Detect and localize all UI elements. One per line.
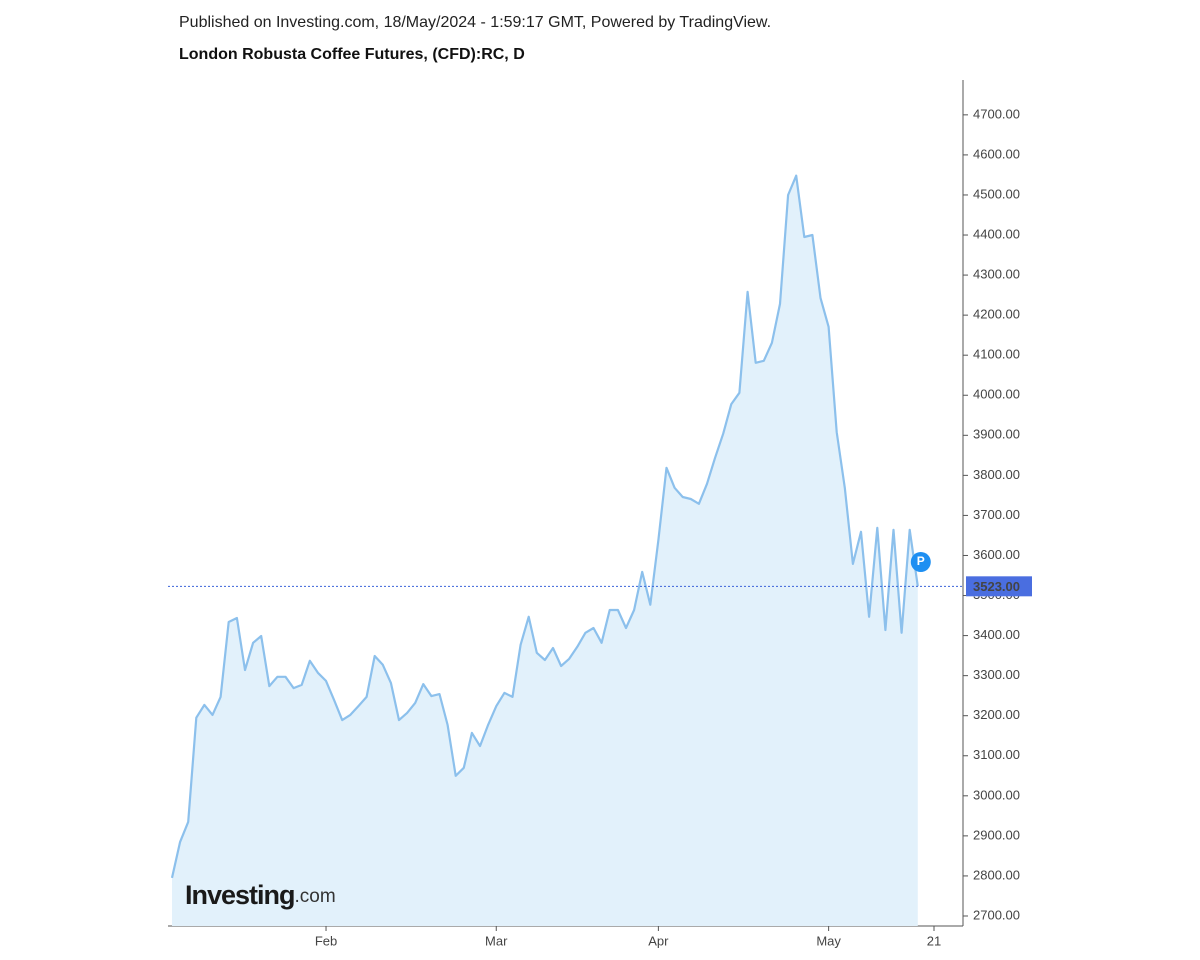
x-tick-label: Feb bbox=[315, 933, 337, 948]
y-tick-label: 4400.00 bbox=[973, 226, 1020, 241]
x-tick-label: Apr bbox=[648, 933, 669, 948]
y-tick-label: 4300.00 bbox=[973, 267, 1020, 282]
header: Published on Investing.com, 18/May/2024 … bbox=[179, 14, 771, 31]
y-tick-label: 2800.00 bbox=[973, 867, 1020, 882]
y-tick-label: 2700.00 bbox=[973, 907, 1020, 922]
y-tick-label: 3700.00 bbox=[973, 507, 1020, 522]
watermark: Investing.com bbox=[185, 880, 336, 910]
y-tick-label: 4100.00 bbox=[973, 347, 1020, 362]
y-tick-label: 3600.00 bbox=[973, 547, 1020, 562]
watermark-brand: Investing bbox=[185, 880, 295, 910]
last-price-box bbox=[966, 576, 1032, 597]
price-line bbox=[170, 174, 919, 879]
y-tick-label: 4700.00 bbox=[973, 106, 1020, 121]
y-tick-label: 4000.00 bbox=[973, 387, 1020, 402]
y-tick-label: 4200.00 bbox=[973, 307, 1020, 322]
last-price-label: 3523.00 bbox=[973, 579, 1020, 594]
x-tick-label: May bbox=[816, 933, 841, 948]
x-tick-label: Mar bbox=[485, 933, 508, 948]
watermark-suffix: .com bbox=[295, 886, 336, 907]
y-tick-label: 4500.00 bbox=[973, 186, 1020, 201]
y-tick-label: 3300.00 bbox=[973, 667, 1020, 682]
y-tick-label: 3100.00 bbox=[973, 747, 1020, 762]
y-tick-label: 4600.00 bbox=[973, 146, 1020, 161]
chart-title: London Robusta Coffee Futures, (CFD):RC,… bbox=[179, 46, 525, 63]
y-tick-label: 2900.00 bbox=[973, 827, 1020, 842]
marker-badge bbox=[910, 552, 931, 572]
y-tick-label: 3800.00 bbox=[973, 467, 1020, 482]
y-tick-label: 3000.00 bbox=[973, 787, 1020, 802]
area-fill bbox=[172, 175, 918, 926]
y-tick-label: 3200.00 bbox=[973, 707, 1020, 722]
y-tick-label: 3400.00 bbox=[973, 627, 1020, 642]
y-tick-label: 3900.00 bbox=[973, 427, 1020, 442]
marker-label: P bbox=[917, 554, 925, 568]
x-tick-label: 21 bbox=[927, 933, 941, 948]
